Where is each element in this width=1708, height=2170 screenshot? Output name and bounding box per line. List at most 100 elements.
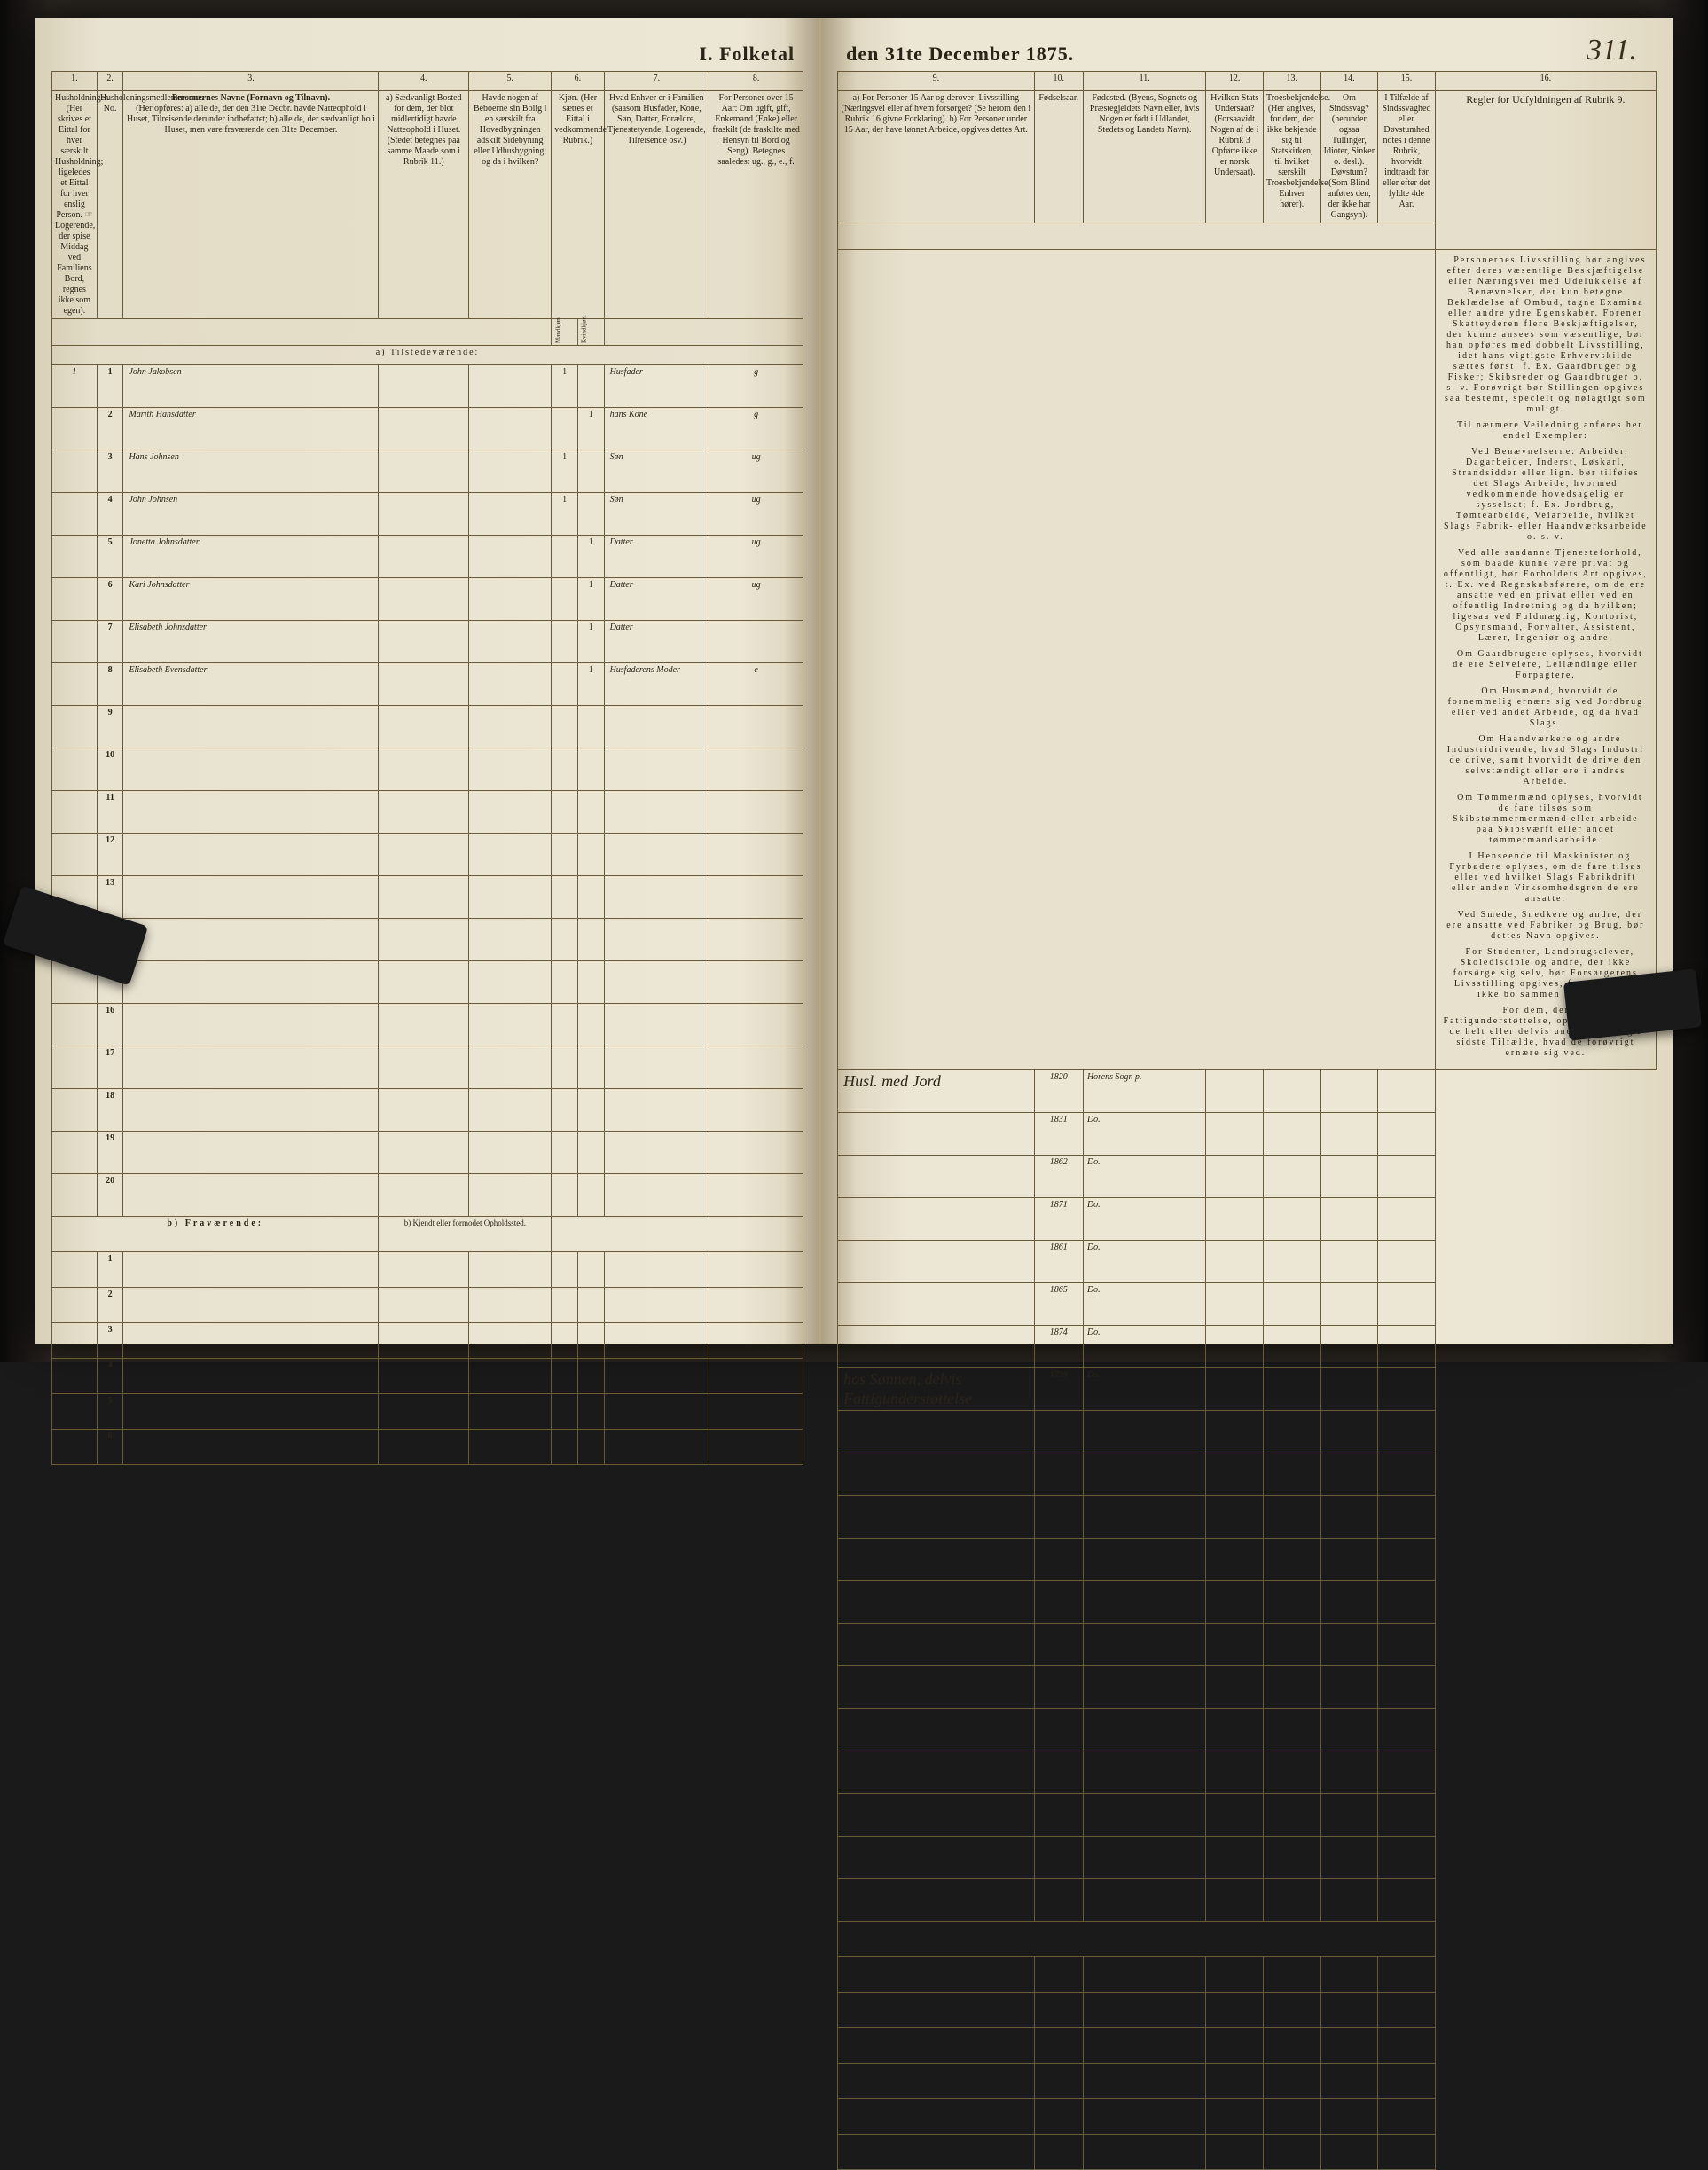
household-no	[52, 493, 98, 536]
person-no: 7	[97, 621, 123, 663]
rules-text: Personernes Livsstilling bør angives eft…	[1435, 250, 1656, 1070]
person-no: 4	[97, 493, 123, 536]
colnum: 5.	[469, 72, 552, 91]
person-row: 7Elisabeth Johnsdatter1Datter	[52, 621, 803, 663]
fravaerende-row: 3	[52, 1323, 803, 1359]
cell-female	[577, 365, 604, 408]
cell-female	[577, 450, 604, 493]
fravaerende-row-right	[838, 2099, 1657, 2135]
cell-birthplace: Do.	[1083, 1113, 1205, 1156]
cell-female: 1	[577, 578, 604, 621]
cell-sinds	[1320, 1283, 1378, 1326]
cell-troes	[1263, 1368, 1320, 1411]
cell-bosted	[379, 536, 469, 578]
empty-row: 18	[52, 1089, 803, 1132]
colnum: 6.	[552, 72, 604, 91]
cell-undersaat	[1206, 1113, 1264, 1156]
cell-occupation	[838, 1241, 1035, 1283]
cell-bolig	[469, 408, 552, 450]
cell-male: 1	[552, 493, 578, 536]
fravaerende-row: 6	[52, 1430, 803, 1465]
cell-bosted	[379, 408, 469, 450]
header-bolig: Havde nogen af Beboerne sin Bolig i en s…	[469, 91, 552, 319]
cell-birthplace: Do.	[1083, 1156, 1205, 1198]
cell-tilf	[1378, 1283, 1436, 1326]
colnum: 9.	[838, 72, 1035, 91]
person-row: 2Marith Hansdatter1hans Koneg	[52, 408, 803, 450]
cell-undersaat	[1206, 1156, 1264, 1198]
cell-birthplace: Do.	[1083, 1241, 1205, 1283]
empty-row: 17	[52, 1046, 803, 1089]
cell-troes	[1263, 1156, 1320, 1198]
cell-undersaat	[1206, 1198, 1264, 1241]
cell-male: 1	[552, 450, 578, 493]
cell-civil: ug	[709, 493, 803, 536]
cell-sinds	[1320, 1113, 1378, 1156]
cell-undersaat	[1206, 1368, 1264, 1411]
colnum: 1.	[52, 72, 98, 91]
cell-sinds	[1320, 1241, 1378, 1283]
cell-occupation	[838, 1283, 1035, 1326]
empty-row-right	[838, 1411, 1657, 1453]
section-tilstedevaerende: a) Tilstedeværende:	[52, 346, 803, 365]
person-row-right: 1862Do.	[838, 1156, 1657, 1198]
empty-row: 14	[52, 919, 803, 961]
sub-mandkjon: Mandkjøn.	[552, 319, 578, 346]
person-no: 5	[97, 536, 123, 578]
person-row-right: Husl. med Jord1820Horens Sogn p.	[838, 1070, 1657, 1113]
cell-female	[577, 493, 604, 536]
cell-tilf	[1378, 1326, 1436, 1368]
cell-occupation	[838, 1156, 1035, 1198]
cell-birthplace: Do.	[1083, 1326, 1205, 1368]
cell-undersaat	[1206, 1283, 1264, 1326]
empty-row-right	[838, 1624, 1657, 1666]
cell-civil: ug	[709, 536, 803, 578]
cell-relation: hans Kone	[604, 408, 709, 450]
cell-male	[552, 536, 578, 578]
fravaerende-row-right	[838, 2064, 1657, 2099]
cell-tilf	[1378, 1113, 1436, 1156]
household-no	[52, 663, 98, 706]
rules-paragraph: I Henseende til Maskinister og Fyrbødere…	[1443, 851, 1649, 905]
person-no: 8	[97, 663, 123, 706]
empty-row-right	[838, 1666, 1657, 1709]
cell-bosted	[379, 578, 469, 621]
rules-paragraph: Personernes Livsstilling bør angives eft…	[1443, 255, 1649, 415]
header-husholdninger: Husholdninger. (Her skrives et Eittal fo…	[52, 91, 98, 319]
cell-bosted	[379, 621, 469, 663]
cell-birthyear: 1871	[1034, 1198, 1083, 1241]
cell-undersaat	[1206, 1326, 1264, 1368]
cell-sinds	[1320, 1070, 1378, 1113]
header-familien: Hvad Enhver er i Familien (saasom Husfad…	[604, 91, 709, 319]
cell-troes	[1263, 1326, 1320, 1368]
header-tilfaelde: I Tilfælde af Sindssvaghed eller Døvstum…	[1378, 91, 1436, 223]
fravaerende-row: 1	[52, 1252, 803, 1288]
cell-civil: g	[709, 365, 803, 408]
header-navne: Personernes Navne (Fornavn og Tilnavn).(…	[123, 91, 379, 319]
empty-row: 15	[52, 961, 803, 1004]
person-name: John Johnsen	[123, 493, 379, 536]
cell-relation: Datter	[604, 536, 709, 578]
household-no: 1	[52, 365, 98, 408]
household-no	[52, 408, 98, 450]
person-no: 2	[97, 408, 123, 450]
empty-row: 10	[52, 748, 803, 791]
cell-birthplace: Do.	[1083, 1283, 1205, 1326]
empty-row: 19	[52, 1132, 803, 1174]
person-name: Elisabeth Evensdatter	[123, 663, 379, 706]
person-row-right: 1874Do.	[838, 1326, 1657, 1368]
cell-occupation	[838, 1198, 1035, 1241]
rules-paragraph: Om Haandværkere og andre Industridrivend…	[1443, 734, 1649, 787]
cell-bolig	[469, 536, 552, 578]
cell-bolig	[469, 450, 552, 493]
cell-troes	[1263, 1113, 1320, 1156]
cell-relation: Datter	[604, 621, 709, 663]
cell-tilf	[1378, 1198, 1436, 1241]
cell-birthyear: 1865	[1034, 1283, 1083, 1326]
cell-male: 1	[552, 365, 578, 408]
person-name: Jonetta Johnsdatter	[123, 536, 379, 578]
colnum: 10.	[1034, 72, 1083, 91]
fravaerende-row: 2	[52, 1288, 803, 1323]
rules-paragraph: Ved Smede, Snedkere og andre, der ere an…	[1443, 910, 1649, 942]
page-title-right: den 31te December 1875.	[837, 43, 1657, 66]
